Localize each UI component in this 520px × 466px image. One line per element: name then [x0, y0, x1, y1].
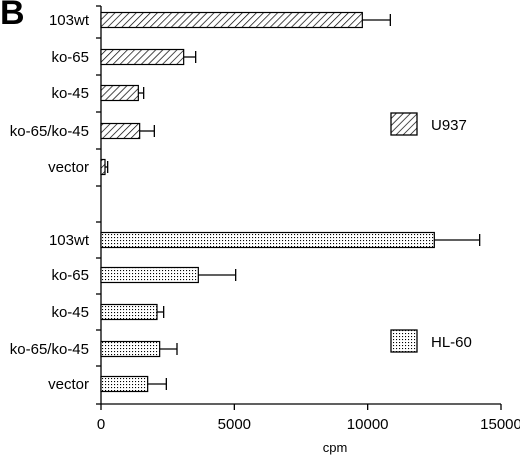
category-label: ko-65/ko-45 — [10, 341, 89, 358]
category-label: 103wt — [49, 12, 90, 29]
bar — [100, 84, 139, 102]
bar — [100, 303, 158, 321]
bar — [100, 340, 161, 358]
category-label: ko-65/ko-45 — [10, 123, 89, 140]
x-tick-label: 5000 — [218, 416, 251, 433]
category-label: vector — [48, 159, 89, 176]
bar — [100, 11, 363, 29]
bar — [100, 158, 106, 176]
legend-swatch — [390, 329, 418, 353]
x-tick-label: 10000 — [347, 416, 389, 433]
x-axis-label: cpm — [323, 440, 348, 455]
category-label: ko-45 — [51, 304, 89, 321]
bar — [100, 266, 199, 284]
panel-letter: B — [0, 0, 25, 32]
category-label: 103wt — [49, 232, 90, 249]
category-label: ko-45 — [51, 85, 89, 102]
legend-label: HL-60 — [431, 334, 472, 351]
bar — [100, 48, 185, 66]
category-label: vector — [48, 376, 89, 393]
category-label: ko-65 — [51, 267, 89, 284]
bar — [100, 375, 149, 393]
x-tick-label: 15000 — [480, 416, 520, 433]
bar — [100, 231, 435, 249]
x-tick-label: 0 — [97, 416, 105, 433]
legend-label: U937 — [431, 117, 467, 134]
bar — [100, 122, 141, 140]
legend-swatch — [390, 112, 418, 136]
category-label: ko-65 — [51, 49, 89, 66]
